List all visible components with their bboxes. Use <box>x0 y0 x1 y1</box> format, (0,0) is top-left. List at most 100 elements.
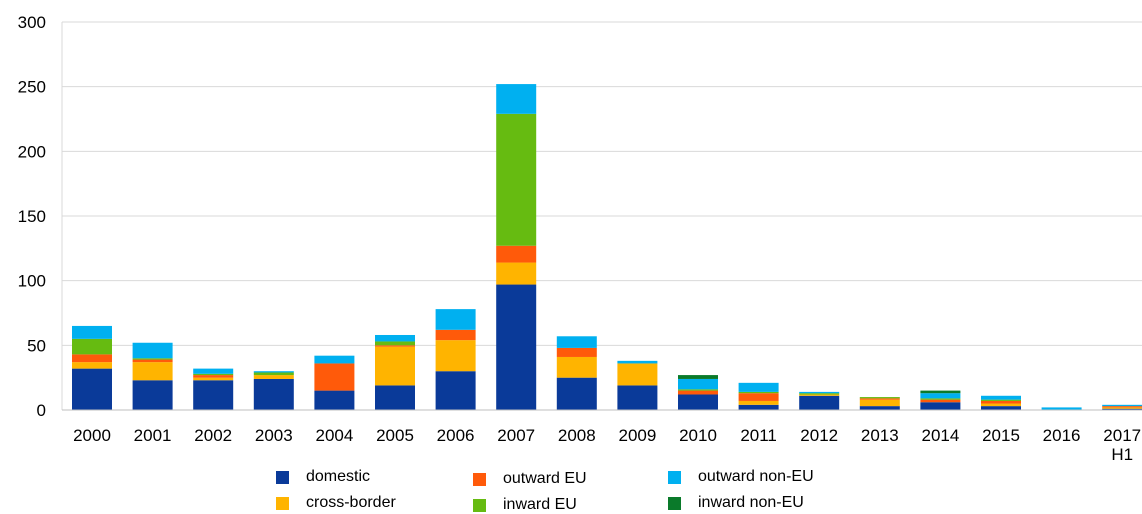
bar-segment-outward-non-eu-2004 <box>314 355 355 364</box>
bar-segment-domestic-2013 <box>859 406 900 410</box>
legend-item-inward-non-eu: inward non-EU <box>668 494 804 512</box>
bar-segment-outward-non-eu-2001 <box>132 342 173 359</box>
x-tick-label-2002: 2002 <box>194 426 232 445</box>
bar-segment-outward-non-eu-2016 <box>1041 407 1082 410</box>
bar-segment-cross-border-2007 <box>496 262 537 285</box>
bar-segment-outward-eu-2001 <box>132 359 173 363</box>
bar-segment-inward-eu-2007 <box>496 113 537 246</box>
bar-segment-domestic-2010 <box>678 394 718 410</box>
bar-segment-domestic-2007 <box>496 284 537 410</box>
bar-segment-domestic-2015 <box>981 406 1021 410</box>
bar-segment-outward-eu-2007 <box>496 245 537 263</box>
legend-swatch-outward-non-eu <box>668 470 681 484</box>
y-tick-label-250: 250 <box>18 78 46 97</box>
legend-label-inward-non-eu: inward non-EU <box>698 494 804 511</box>
legend-label-outward-eu: outward EU <box>503 470 587 487</box>
y-tick-label-300: 300 <box>18 13 46 32</box>
bar-segment-cross-border-2006 <box>435 340 476 372</box>
legend-swatch-inward-eu <box>473 498 486 512</box>
x-tick-label-2004: 2004 <box>315 426 353 445</box>
bar-segment-domestic-2017-H1 <box>1102 408 1142 410</box>
bar-segment-cross-border-2013 <box>859 399 900 407</box>
x-tick-label-2016: 2016 <box>1043 426 1081 445</box>
bar-segment-domestic-2006 <box>435 371 476 410</box>
bar-segment-outward-non-eu-2008 <box>556 336 597 348</box>
x-tick-label-2010: 2010 <box>679 426 717 445</box>
bar-segment-outward-non-eu-2003 <box>253 371 294 373</box>
x-tick-label-2000: 2000 <box>73 426 111 445</box>
bar-segment-inward-eu-2012 <box>799 393 840 395</box>
legend-label-domestic: domestic <box>306 468 371 485</box>
y-tick-label-150: 150 <box>18 207 46 226</box>
legend-swatch-outward-eu <box>473 472 486 486</box>
bar-segment-outward-eu-2011 <box>738 393 779 401</box>
bar-segment-domestic-2011 <box>738 404 779 410</box>
bar-segment-outward-eu-2008 <box>556 347 597 357</box>
bar-segment-domestic-2009 <box>617 385 658 410</box>
x-tick-label-2011: 2011 <box>740 426 777 445</box>
x-tick-label-2007: 2007 <box>497 426 535 445</box>
bar-segment-outward-eu-2013 <box>859 398 900 400</box>
bar-segment-outward-non-eu-2015 <box>981 395 1021 400</box>
x-tick-label-2014: 2014 <box>921 426 959 445</box>
bar-segment-cross-border-2000 <box>72 362 112 369</box>
bar-segment-domestic-2000 <box>72 368 112 410</box>
bar-segment-outward-non-eu-2002 <box>193 368 234 374</box>
bar-segment-outward-non-eu-2000 <box>72 325 112 339</box>
bar-segment-outward-non-eu-2014 <box>920 393 961 399</box>
legend: domestic cross-border outward EU inward … <box>270 466 890 514</box>
bar-segment-outward-non-eu-2007 <box>496 84 537 114</box>
bar-segment-outward-eu-2017-H1 <box>1102 406 1142 408</box>
bar-segment-cross-border-2005 <box>375 346 415 386</box>
bar-segment-outward-eu-2014 <box>920 399 961 403</box>
bar-segment-domestic-2002 <box>193 380 234 410</box>
bar-segment-inward-eu-2010 <box>678 389 718 391</box>
bar-segment-inward-eu-2003 <box>253 372 294 376</box>
bar-segment-outward-non-eu-2017-H1 <box>1102 404 1142 407</box>
bar-segment-inward-eu-2000 <box>72 338 112 355</box>
bar-segment-cross-border-2002 <box>193 377 234 381</box>
x-tick-label-2017-H1: 2017 H1 <box>1103 426 1141 464</box>
x-tick-label-2012: 2012 <box>800 426 838 445</box>
bar-segment-cross-border-2011 <box>738 400 779 405</box>
bar-segment-outward-non-eu-2011 <box>738 382 779 392</box>
bar-segment-domestic-2005 <box>375 385 415 410</box>
legend-item-outward-eu: outward EU <box>473 470 587 488</box>
legend-swatch-cross-border <box>276 496 289 510</box>
bar-segment-outward-eu-2002 <box>193 375 234 378</box>
bar-segment-cross-border-2015 <box>981 403 1021 407</box>
x-tick-label-2006: 2006 <box>437 426 475 445</box>
y-tick-label-50: 50 <box>27 336 46 355</box>
bar-segment-domestic-2003 <box>253 378 294 410</box>
legend-label-outward-non-eu: outward non-EU <box>698 468 814 485</box>
bar-segment-inward-eu-2005 <box>375 341 415 346</box>
legend-item-cross-border: cross-border <box>276 494 396 512</box>
legend-swatch-inward-non-eu <box>668 496 681 510</box>
bar-segment-cross-border-2008 <box>556 356 597 378</box>
bar-segment-domestic-2001 <box>132 380 173 410</box>
bar-segment-outward-eu-2005 <box>375 345 415 347</box>
x-tick-label-2013: 2013 <box>861 426 899 445</box>
bar-segment-cross-border-2012 <box>799 394 840 396</box>
legend-item-domestic: domestic <box>276 468 370 486</box>
y-tick-label-100: 100 <box>18 272 46 291</box>
x-tick-label-2001: 2001 <box>134 426 172 445</box>
legend-item-inward-eu: inward EU <box>473 496 577 514</box>
bar-segment-inward-eu-2001 <box>132 358 173 360</box>
bar-segment-cross-border-2017-H1 <box>1102 407 1142 409</box>
y-tick-label-200: 200 <box>18 142 46 161</box>
bar-segment-domestic-2004 <box>314 390 355 410</box>
y-tick-label-0: 0 <box>37 401 46 420</box>
x-tick-label-2003: 2003 <box>255 426 293 445</box>
bar-segment-outward-eu-2004 <box>314 363 355 391</box>
x-tick-label-2009: 2009 <box>618 426 656 445</box>
bar-segment-inward-eu-2002 <box>193 373 234 376</box>
bar-segment-inward-non-eu-2014 <box>920 390 961 394</box>
bar-segment-outward-non-eu-2012 <box>799 391 840 394</box>
bar-segment-inward-eu-2014 <box>920 398 961 400</box>
bar-segment-cross-border-2009 <box>617 363 658 386</box>
bar-segment-outward-non-eu-2005 <box>375 334 415 342</box>
bar-segment-inward-eu-2015 <box>981 399 1021 401</box>
bar-segment-domestic-2008 <box>556 377 597 410</box>
